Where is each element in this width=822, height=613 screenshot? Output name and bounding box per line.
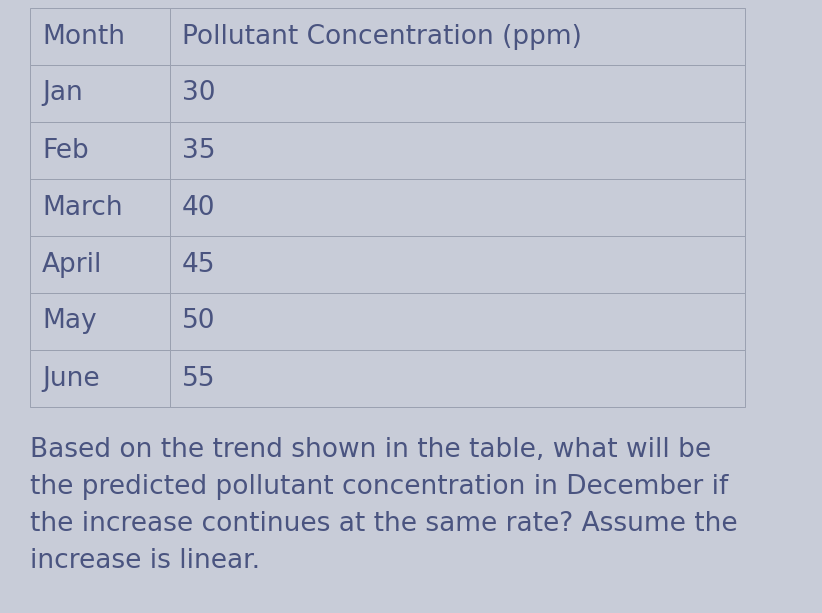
Text: 40: 40	[182, 194, 215, 221]
Text: 35: 35	[182, 137, 215, 164]
Text: 50: 50	[182, 308, 215, 335]
Bar	[30, 8, 170, 65]
Bar	[30, 293, 170, 350]
Bar	[30, 179, 170, 236]
Text: Jan: Jan	[42, 80, 83, 107]
Bar	[30, 65, 170, 122]
Bar	[170, 122, 745, 179]
Bar	[30, 122, 170, 179]
Text: 55: 55	[182, 365, 215, 392]
Bar	[170, 179, 745, 236]
Bar	[30, 236, 170, 293]
Text: April: April	[42, 251, 103, 278]
Text: Pollutant Concentration (ppm): Pollutant Concentration (ppm)	[182, 23, 582, 50]
Text: March: March	[42, 194, 122, 221]
Bar	[170, 8, 745, 65]
Bar	[170, 350, 745, 407]
Text: 45: 45	[182, 251, 215, 278]
Bar	[170, 65, 745, 122]
Text: May: May	[42, 308, 97, 335]
Text: Feb: Feb	[42, 137, 89, 164]
Text: Month: Month	[42, 23, 125, 50]
Bar	[30, 350, 170, 407]
Text: 30: 30	[182, 80, 215, 107]
Bar	[170, 293, 745, 350]
Bar	[170, 236, 745, 293]
Text: Based on the trend shown in the table, what will be
the predicted pollutant conc: Based on the trend shown in the table, w…	[30, 437, 737, 574]
Text: June: June	[42, 365, 99, 392]
